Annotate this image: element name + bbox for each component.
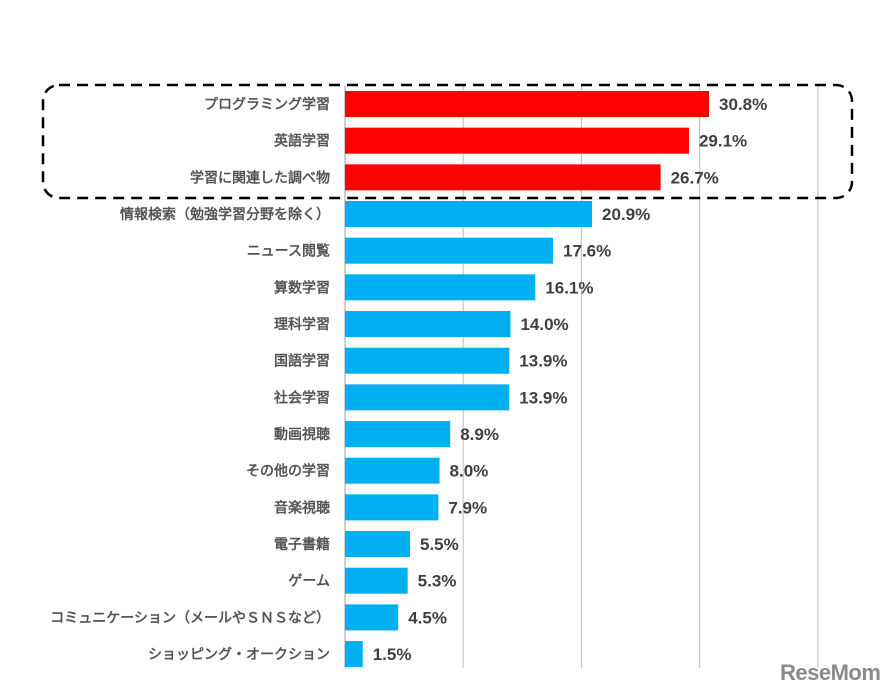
bar	[345, 384, 510, 411]
bar	[345, 164, 661, 191]
bar	[345, 201, 593, 228]
data-label: 5.5%	[420, 535, 459, 554]
bar	[345, 604, 399, 631]
bar	[345, 457, 440, 484]
data-label: 8.0%	[450, 462, 489, 481]
category-label: コミュニケーション（メールやＳＮＳなど）	[50, 610, 330, 626]
bar	[345, 237, 554, 264]
data-label: 14.0%	[520, 315, 568, 334]
bar	[345, 567, 408, 594]
bar	[345, 421, 451, 448]
bar	[345, 531, 411, 558]
data-label: 13.9%	[519, 388, 567, 407]
data-label: 26.7%	[671, 168, 719, 187]
category-label: ゲーム	[288, 573, 330, 590]
bar	[345, 127, 689, 154]
data-label: 7.9%	[448, 498, 487, 517]
resemom-logo: ReseMom	[780, 660, 881, 685]
data-label: 29.1%	[699, 132, 747, 151]
category-label: 国語学習	[274, 353, 330, 370]
data-label: 13.9%	[519, 352, 567, 371]
data-label: 16.1%	[545, 278, 593, 297]
category-label: 理科学習	[274, 316, 330, 333]
bar	[345, 311, 511, 338]
category-label: 電子書籍	[274, 536, 330, 553]
bar	[345, 494, 439, 521]
category-label: 社会学習	[273, 389, 330, 406]
data-label: 8.9%	[460, 425, 499, 444]
category-label: 情報検索（勉強学習分野を除く）	[120, 206, 330, 223]
data-label: 4.5%	[408, 608, 447, 627]
data-label: 30.8%	[719, 95, 767, 114]
data-label: 1.5%	[373, 645, 412, 664]
category-label: ニュース閲覧	[247, 243, 330, 260]
bar	[345, 641, 363, 668]
data-label: 5.3%	[418, 572, 457, 591]
data-label: 20.9%	[602, 205, 650, 224]
data-label: 17.6%	[563, 242, 611, 261]
category-label: 学習に関連した調べ物	[190, 169, 330, 186]
bar	[345, 274, 536, 301]
category-label: 算数学習	[274, 279, 330, 296]
bar	[345, 91, 710, 117]
category-label: ショッピング・オークション	[148, 646, 330, 663]
category-label: プログラミング学習	[204, 96, 330, 113]
highlight-dashed-box	[41, 83, 854, 200]
bar	[345, 347, 510, 374]
category-label: その他の学習	[246, 463, 330, 480]
category-label: 音楽視聴	[274, 499, 330, 516]
category-label: 動画視聴	[274, 426, 330, 443]
category-label: 英語学習	[273, 133, 330, 150]
